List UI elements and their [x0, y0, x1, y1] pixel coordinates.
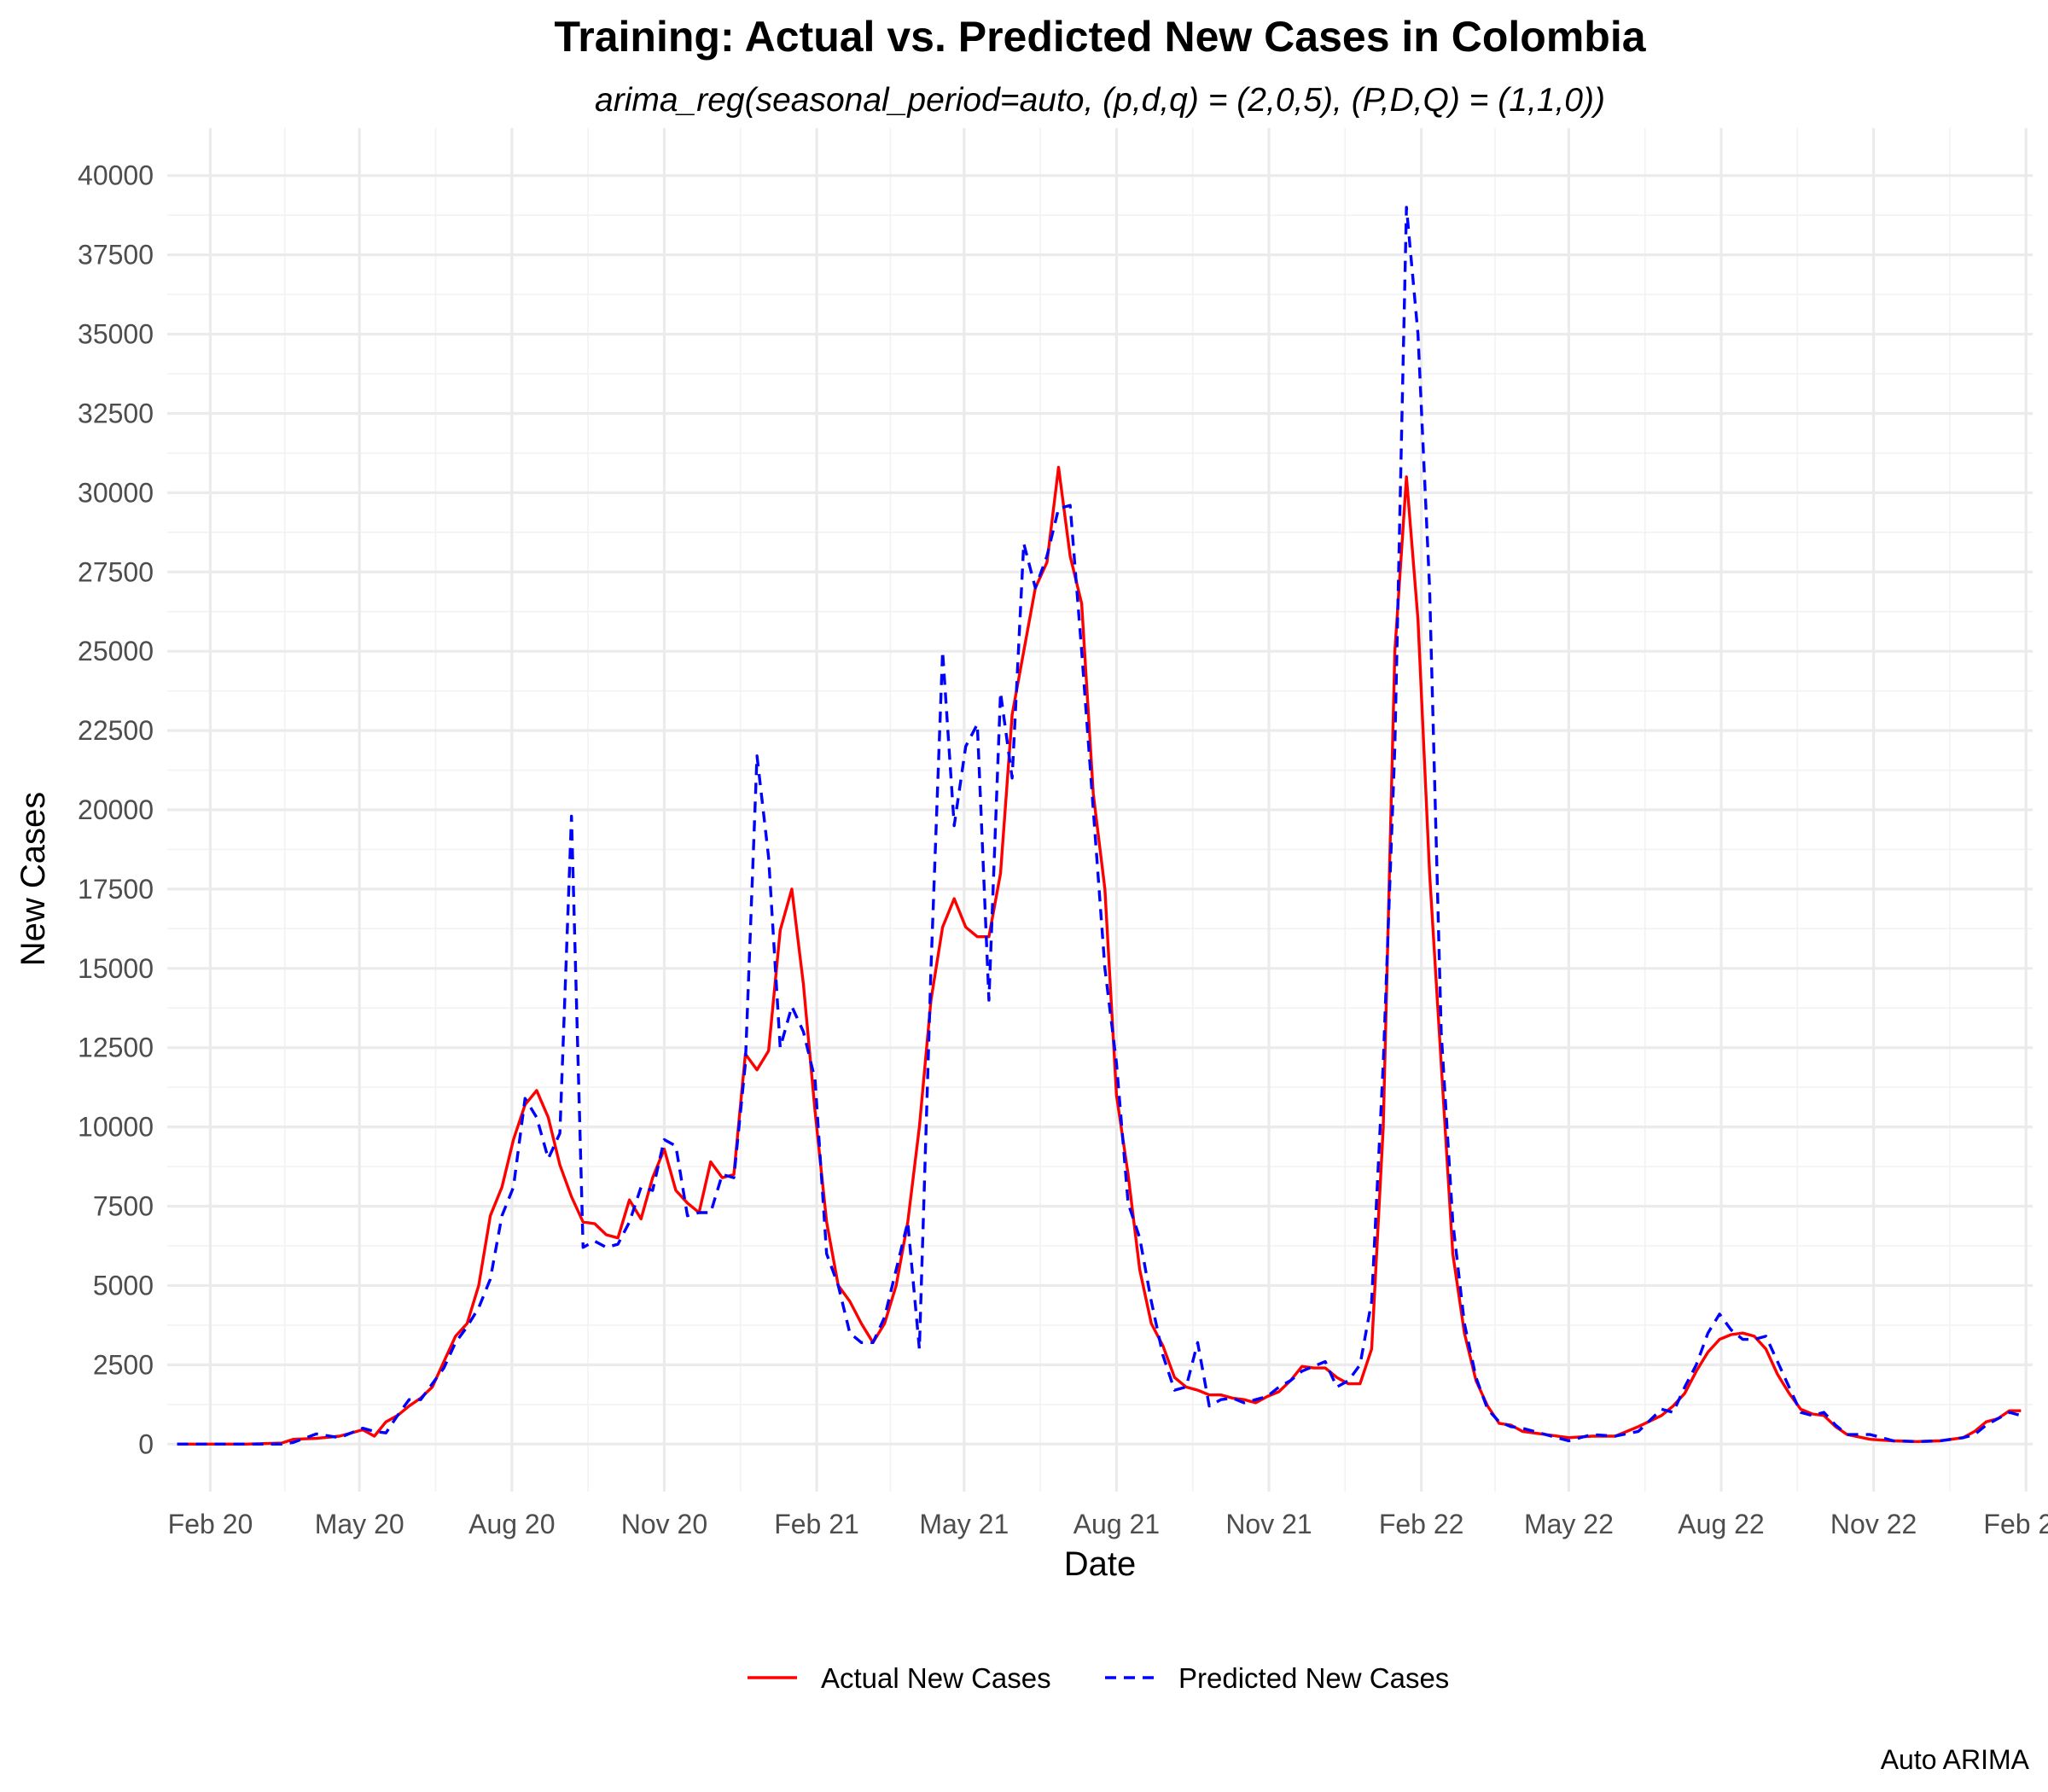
x-tick-label: Feb 22 — [1379, 1509, 1464, 1539]
y-tick-label: 12500 — [78, 1033, 154, 1063]
x-tick-label: Aug 20 — [468, 1509, 555, 1539]
y-axis-title: New Cases — [15, 792, 52, 967]
grid-lines — [167, 128, 2033, 1492]
y-tick-label: 35000 — [78, 319, 154, 350]
series-line-predicted — [177, 206, 2022, 1446]
x-tick-label: Nov 22 — [1830, 1509, 1917, 1539]
y-tick-label: 7500 — [93, 1191, 154, 1222]
series-lines — [177, 206, 2022, 1446]
y-tick-label: 5000 — [93, 1270, 154, 1300]
legend-label-predicted: Predicted New Cases — [1178, 1662, 1449, 1694]
x-tick-label: Nov 20 — [621, 1509, 707, 1539]
y-tick-label: 17500 — [78, 874, 154, 905]
series-line-actual — [177, 465, 2022, 1446]
x-tick-label: Nov 21 — [1225, 1509, 1312, 1539]
x-tick-label: Feb 23 — [1983, 1509, 2048, 1539]
x-tick-label: May 20 — [315, 1509, 404, 1539]
x-tick-label: Feb 20 — [168, 1509, 253, 1539]
y-tick-label: 37500 — [78, 240, 154, 271]
y-tick-label: 25000 — [78, 636, 154, 666]
x-axis-tick-labels: Feb 20 May 20 Aug 20 Nov 20 Feb 21 May 21 Aug … — [168, 1509, 2048, 1539]
x-tick-label: May 21 — [919, 1509, 1009, 1539]
legend: Actual New Cases Predicted New Cases — [748, 1662, 1449, 1694]
y-tick-label: 32500 — [78, 398, 154, 428]
y-tick-label: 30000 — [78, 477, 154, 508]
chart-title: Training: Actual vs. Predicted New Cases… — [554, 13, 1646, 61]
x-tick-label: Aug 22 — [1678, 1509, 1764, 1539]
x-tick-label: May 22 — [1524, 1509, 1614, 1539]
chart-caption: Auto ARIMA — [1881, 1744, 2030, 1775]
y-tick-label: 40000 — [78, 160, 154, 191]
y-axis-tick-labels: 0 2500 5000 7500 10000 12500 15000 17500 20000 22… — [78, 160, 154, 1460]
x-tick-label: Feb 21 — [774, 1509, 859, 1539]
y-tick-label: 22500 — [78, 715, 154, 746]
y-tick-label: 20000 — [78, 794, 154, 825]
legend-label-actual: Actual New Cases — [821, 1662, 1051, 1694]
y-tick-label: 0 — [138, 1428, 154, 1459]
x-axis-title: Date — [1064, 1545, 1137, 1583]
y-tick-label: 2500 — [93, 1349, 154, 1380]
x-tick-label: Aug 21 — [1073, 1509, 1160, 1539]
chart-subtitle: arima_reg(seasonal_period=auto, (p,d,q) … — [595, 82, 1605, 119]
y-tick-label: 27500 — [78, 556, 154, 587]
y-tick-label: 10000 — [78, 1112, 154, 1143]
y-tick-label: 15000 — [78, 953, 154, 984]
